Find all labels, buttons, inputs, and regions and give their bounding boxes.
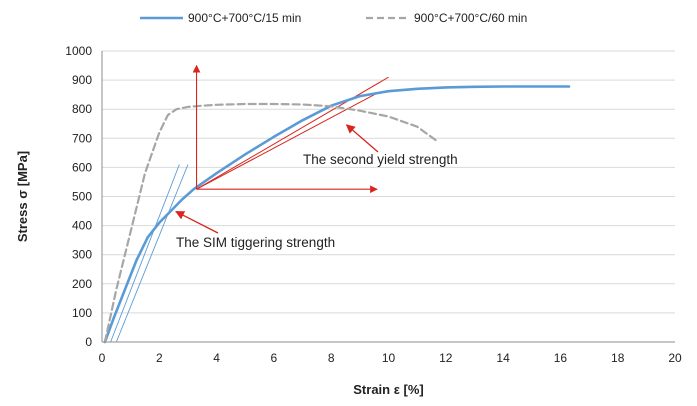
x-tick-label: 0	[99, 351, 106, 365]
x-tick-label: 18	[611, 351, 625, 365]
y-tick-label: 0	[85, 335, 92, 349]
y-tick-label: 1000	[65, 44, 92, 58]
y-tick-label: 900	[72, 73, 92, 87]
legend-label-15min: 900°C+700°C/15 min	[188, 11, 301, 25]
y-tick-label: 300	[72, 248, 92, 262]
y-tick-label: 400	[72, 219, 92, 233]
x-axis-title: Strain ε [%]	[353, 382, 423, 397]
sim-trigger-pointer-arrow	[175, 211, 219, 234]
y-tick-label: 200	[72, 277, 92, 291]
x-tick-label: 2	[156, 351, 163, 365]
x-tick-label: 4	[213, 351, 220, 365]
x-tick-label: 16	[554, 351, 568, 365]
elastic-tangent-line	[115, 164, 189, 343]
y-tick-label: 800	[72, 102, 92, 116]
x-tick-label: 8	[328, 351, 335, 365]
x-tick-label: 12	[439, 351, 453, 365]
y-tick-label: 600	[72, 160, 92, 174]
y-tick-label: 700	[72, 131, 92, 145]
legend-label-60min: 900°C+700°C/60 min	[414, 11, 527, 25]
x-tick-label: 6	[271, 351, 278, 365]
yield-construction-line	[196, 92, 378, 190]
x-tick-label: 10	[382, 351, 396, 365]
series-line-15min	[103, 85, 571, 344]
series-line-60min	[103, 102, 439, 344]
yield-construction-line	[196, 76, 389, 190]
y-axis-title: Stress σ [MPa]	[15, 151, 30, 242]
sim-trigger-annotation: The SIM tiggering strength	[176, 235, 335, 250]
second-yield-annotation: The second yield strength	[303, 152, 458, 167]
x-tick-label: 20	[668, 351, 682, 365]
second-yield-pointer-arrow	[345, 124, 379, 153]
y-tick-label: 500	[72, 190, 92, 204]
x-tick-label: 14	[496, 351, 510, 365]
elastic-tangent-line	[110, 164, 180, 343]
y-tick-label: 100	[72, 306, 92, 320]
